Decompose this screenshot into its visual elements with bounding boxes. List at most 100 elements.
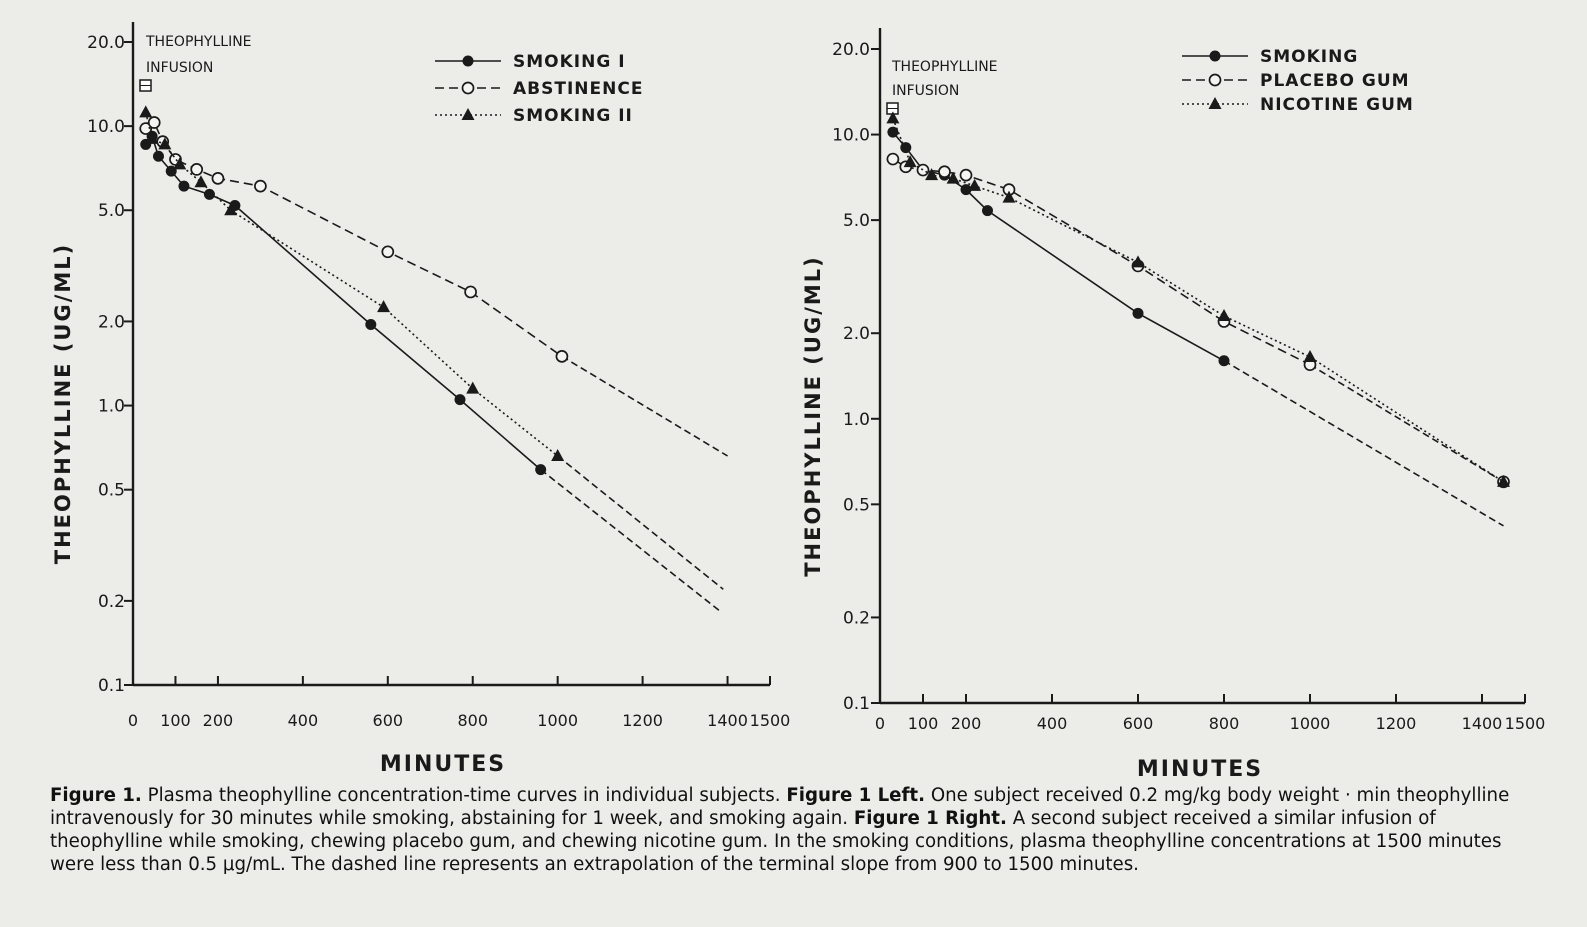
legend-marker xyxy=(1209,50,1221,62)
legend-label: SMOKING I xyxy=(513,52,626,72)
series-abstinence xyxy=(139,116,728,457)
series-extrapolation-line xyxy=(1223,360,1504,527)
y-tick-label: 2.0 xyxy=(98,312,125,332)
data-point xyxy=(551,448,565,461)
y-tick-label: 20.0 xyxy=(832,40,870,60)
series-extrapolation-line xyxy=(557,455,724,590)
x-tick-label: 1000 xyxy=(1290,714,1331,733)
data-point xyxy=(464,285,477,299)
chart-panel-right: 0 100 200 400 600 800 1000 1200 1400 1500 20.0 10.0… xyxy=(801,28,1545,780)
y-tick-label: 20.0 xyxy=(87,33,125,53)
data-point xyxy=(224,203,238,216)
data-point xyxy=(203,188,215,200)
legend-marker xyxy=(1208,73,1222,87)
data-point xyxy=(178,180,190,192)
legend-entry: SMOKING II xyxy=(435,106,633,126)
series-nicotine-gum xyxy=(886,111,1510,487)
series-placebo-gum xyxy=(886,152,1510,489)
data-point xyxy=(190,163,204,176)
data-point xyxy=(959,168,973,182)
data-point xyxy=(555,350,569,363)
x-axis-label: MINUTES xyxy=(1137,757,1263,780)
data-point xyxy=(982,205,993,217)
data-point xyxy=(454,394,466,406)
legend-label: ABSTINENCE xyxy=(513,79,643,99)
x-tick-label: 200 xyxy=(203,711,234,730)
x-tick-label: 1200 xyxy=(1376,714,1417,733)
data-point xyxy=(1002,190,1016,203)
caption-text-right: A second subject received a similar infu… xyxy=(50,808,1502,875)
data-point xyxy=(1217,308,1231,321)
caption-text-left: One subject received 0.2 mg/kg body weig… xyxy=(50,785,1510,829)
series-extrapolation-line xyxy=(1309,363,1504,483)
data-point xyxy=(900,142,912,154)
legend-entry: NICOTINE GUM xyxy=(1182,95,1414,115)
series-line xyxy=(892,158,1311,366)
y-axis-label: THEOPHYLLINE (UG/ML) xyxy=(51,243,75,565)
data-point xyxy=(377,300,391,313)
infusion-annotation-line1: THEOPHYLLINE xyxy=(145,34,252,50)
x-tick-label: 1400 xyxy=(1462,714,1503,733)
data-point xyxy=(916,163,930,177)
caption-right-label: Figure 1 Right. xyxy=(853,808,1007,829)
series-smoking xyxy=(887,126,1504,527)
x-tick-label: 0 xyxy=(128,711,138,730)
y-tick-label: 5.0 xyxy=(843,211,870,231)
x-tick-label: 1000 xyxy=(537,711,578,730)
data-point xyxy=(1131,255,1145,268)
x-tick-label: 1400 xyxy=(707,711,748,730)
series-smoking-i xyxy=(140,130,720,611)
x-tick-label: 1200 xyxy=(622,711,663,730)
infusion-annotation-line2: INFUSION xyxy=(892,83,959,99)
data-point xyxy=(466,381,480,394)
x-tick-label: 400 xyxy=(1037,714,1068,733)
x-tick-label: 800 xyxy=(457,711,488,730)
y-tick-label: 2.0 xyxy=(843,324,870,344)
legend-marker xyxy=(461,108,475,120)
series-extrapolation-line xyxy=(561,355,728,457)
data-point xyxy=(139,122,153,135)
y-tick-label: 10.0 xyxy=(832,126,870,146)
data-point xyxy=(960,184,972,196)
legend-label: NICOTINE GUM xyxy=(1260,95,1414,115)
data-point xyxy=(145,131,159,144)
x-tick-label: 0 xyxy=(875,714,885,733)
data-point xyxy=(886,111,900,124)
y-tick-label: 0.1 xyxy=(843,694,870,714)
legend-marker xyxy=(461,81,475,95)
legend-entry: PLACEBO GUM xyxy=(1182,71,1409,91)
data-point xyxy=(254,179,267,193)
series-smoking-ii xyxy=(139,105,724,590)
legend-marker xyxy=(462,55,474,67)
data-point xyxy=(173,157,187,170)
data-point xyxy=(381,245,395,259)
data-point xyxy=(925,168,939,181)
legend-label: SMOKING II xyxy=(513,106,633,126)
legend-entry: SMOKING I xyxy=(435,52,626,72)
series-extrapolation-line xyxy=(540,468,720,611)
data-point xyxy=(535,464,547,476)
x-tick-label: 400 xyxy=(288,711,319,730)
data-point xyxy=(886,152,900,166)
y-tick-label: 0.2 xyxy=(843,608,870,628)
caption-text-intro: Plasma theophylline concentration-time c… xyxy=(141,785,787,806)
data-point xyxy=(968,178,982,191)
y-tick-label: 1.0 xyxy=(98,397,125,417)
data-point xyxy=(1218,355,1230,367)
x-tick-label: 1500 xyxy=(1505,714,1546,733)
data-point xyxy=(152,150,164,162)
caption-left-label: Figure 1 Left. xyxy=(786,785,926,806)
x-tick-label: 600 xyxy=(373,711,404,730)
y-tick-label: 0.5 xyxy=(98,481,125,501)
infusion-annotation-line1: THEOPHYLLINE xyxy=(891,59,998,75)
data-point xyxy=(1132,307,1144,319)
legend-marker xyxy=(1208,97,1222,109)
x-tick-label: 800 xyxy=(1209,714,1240,733)
x-tick-label: 100 xyxy=(908,714,939,733)
data-point xyxy=(147,116,161,129)
series-line xyxy=(892,118,1504,483)
series-line xyxy=(144,112,559,457)
x-tick-label: 200 xyxy=(951,714,982,733)
y-tick-label: 1.0 xyxy=(843,410,870,430)
infusion-annotation-line2: INFUSION xyxy=(146,60,213,76)
